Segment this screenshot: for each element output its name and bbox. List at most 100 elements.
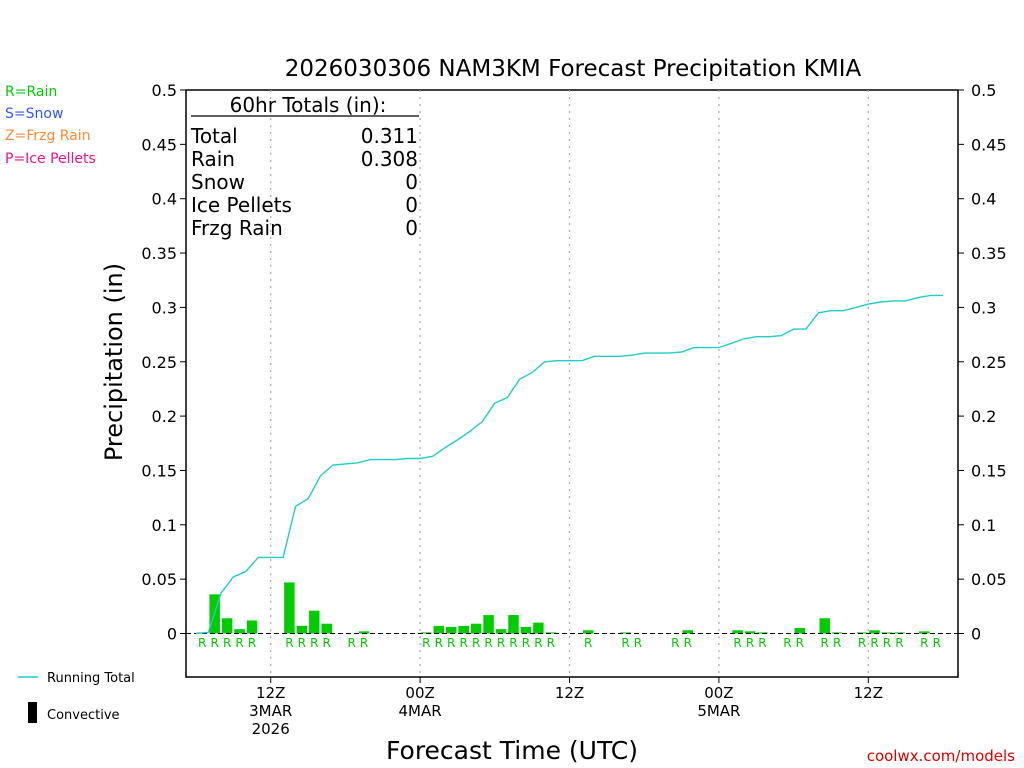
precip-bar [582, 630, 594, 634]
precip-bar [284, 582, 295, 634]
precip-bar [234, 629, 245, 634]
precip-type-label: R [435, 636, 443, 650]
precip-type-label: R [634, 636, 642, 650]
totals-row-label: Ice Pellets [191, 193, 292, 217]
precip-bars [197, 582, 930, 634]
legend-ice-pellets: P=Ice Pellets [5, 151, 96, 167]
y-tick-label-left: 0 [167, 625, 177, 644]
precip-bar [495, 629, 507, 634]
y-tick-label-left: 0.5 [152, 81, 177, 100]
totals-row-value: 0 [405, 193, 418, 217]
precip-bar [545, 632, 557, 634]
precip-type-label: R [895, 636, 903, 650]
precip-type-label: R [671, 636, 679, 650]
precip-bar [433, 625, 444, 634]
precip-type-label: R [870, 636, 878, 650]
precip-type-label: R [323, 636, 331, 650]
precip-bar [446, 626, 457, 634]
precip-type-label: R [621, 636, 629, 650]
precip-type-label: R [883, 636, 891, 650]
y-tick-label-left: 0.2 [152, 407, 177, 426]
y-tick-label-left: 0.45 [141, 135, 177, 154]
precip-type-label: R [198, 636, 206, 650]
precip-bar [620, 632, 631, 634]
precip-bar [508, 615, 519, 634]
precip-bar [744, 631, 756, 634]
precip-bar [682, 630, 693, 634]
precip-bar [296, 625, 308, 634]
precip-bar [732, 630, 743, 634]
precip-type-label: R [522, 636, 530, 650]
totals-row-value: 0 [405, 170, 418, 194]
precip-bar [869, 630, 880, 634]
precip-bar [794, 628, 806, 634]
precip-bar [483, 615, 494, 634]
precip-type-label: R [821, 636, 829, 650]
x-tick-label: 3MAR [249, 702, 292, 720]
y-tick-label-left: 0.25 [141, 353, 177, 372]
y-axis-label: Precipitation (in) [100, 263, 128, 461]
x-tick-label: 12Z [555, 684, 584, 702]
precip-type-label: R [310, 636, 318, 650]
precip-bar [358, 631, 370, 634]
precip-type-label: R [497, 636, 505, 650]
x-axis-label: Forecast Time (UTC) [386, 736, 638, 765]
legend-running-total: Running Total [47, 671, 135, 686]
precip-type-label: R [733, 636, 741, 650]
totals-box: 60hr Totals (in): Total 0.311 Rain 0.308 Sno… [190, 93, 419, 240]
x-tick-label: 2026 [252, 720, 290, 738]
precip-type-label: R [584, 636, 592, 650]
x-tick-label: 12Z [256, 684, 285, 702]
precip-bar [221, 618, 233, 634]
precip-type-label: R [422, 636, 430, 650]
totals-header: 60hr Totals (in): [230, 93, 387, 117]
precip-bar [831, 632, 843, 634]
precip-bar [309, 610, 320, 634]
legend-frzg-rain: Z=Frzg Rain [5, 128, 91, 144]
precip-type-label: R [758, 636, 766, 650]
y-tick-label-right: 0.25 [971, 353, 1007, 372]
precip-bar [919, 631, 930, 634]
precip-type-label: R [783, 636, 791, 650]
precip-type-label: R [684, 636, 692, 650]
y-tick-label-right: 0 [971, 625, 981, 644]
totals-row-value: 0.308 [361, 147, 418, 171]
y-tick-label-right: 0.15 [971, 461, 1007, 480]
precip-type-label: R [298, 636, 306, 650]
precip-type-label: R [933, 636, 941, 650]
totals-row-label: Frzg Rain [191, 216, 283, 240]
y-tick-label-right: 0.1 [971, 516, 996, 535]
y-tick-label-left: 0.1 [152, 516, 177, 535]
precip-bar [819, 618, 830, 634]
precip-type-label: R [460, 636, 468, 650]
totals-row-value: 0.311 [361, 124, 418, 148]
x-tick-label: 4MAR [399, 702, 442, 720]
precip-type-label: R [447, 636, 455, 650]
precip-bar [757, 632, 768, 634]
legend-rain: R=Rain [5, 84, 57, 100]
precip-type-label: R [248, 636, 256, 650]
precip-type-label: R [484, 636, 492, 650]
y-tick-label-right: 0.05 [971, 570, 1007, 589]
precip-bar [894, 632, 905, 634]
precip-type-label: R [833, 636, 841, 650]
legend-convective: Convective [47, 708, 120, 723]
plot-frame [185, 89, 959, 678]
totals-row-label: Rain [191, 147, 235, 171]
x-tick-label: 00Z [704, 684, 733, 702]
y-tick-label-left: 0.4 [152, 190, 177, 209]
x-tick-label: 00Z [405, 684, 434, 702]
precip-type-label: R [223, 636, 231, 650]
precip-type-label: R [285, 636, 293, 650]
credit-text: coolwx.com/models [867, 747, 1015, 765]
precip-type-label: R [547, 636, 555, 650]
precip-type-label: R [235, 636, 243, 650]
precip-type-label: R [858, 636, 866, 650]
precip-bar [458, 625, 469, 634]
legend-snow: S=Snow [5, 106, 63, 122]
precip-bar [856, 632, 868, 634]
gridlines [270, 90, 869, 677]
